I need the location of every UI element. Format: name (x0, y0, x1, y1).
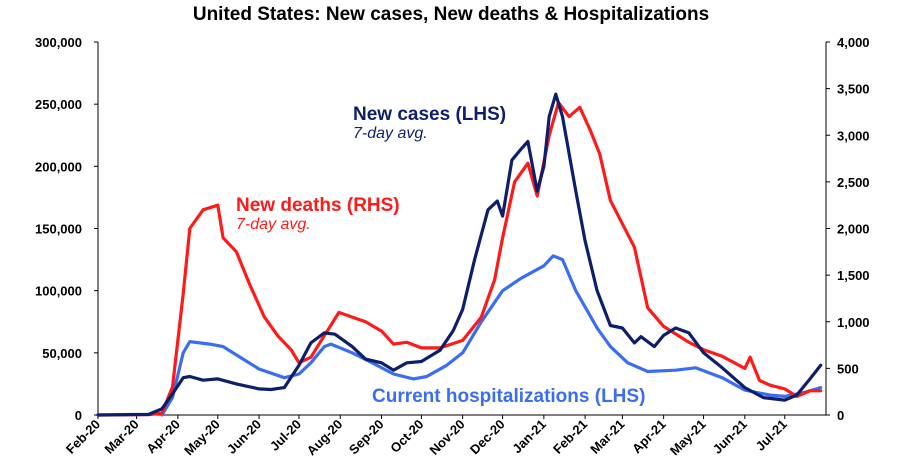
x-tick-label: May-20 (181, 417, 223, 459)
right-tick-label: 3,500 (837, 82, 870, 97)
annotation-deaths-sub: 7-day avg. (236, 216, 311, 233)
right-tick-label: 4,000 (837, 35, 870, 50)
annotations: New cases (LHS) 7-day avg. New deaths (R… (236, 104, 645, 407)
right-tick-label: 1,500 (837, 268, 870, 283)
right-tick-label: 2,500 (837, 175, 870, 190)
annotation-cases: New cases (LHS) (353, 104, 506, 125)
annotation-hospitalizations: Current hospitalizations (LHS) (372, 386, 645, 407)
x-tick-label: May-21 (667, 417, 709, 459)
x-tick-label: Jun-21 (710, 417, 750, 457)
left-tick-label: 0 (75, 408, 82, 423)
x-tick-label: Jul-21 (753, 417, 790, 454)
x-tick-label: Feb-20 (63, 417, 103, 457)
x-tick-label: Feb-21 (550, 417, 590, 457)
x-tick-label: Mar-21 (587, 417, 627, 457)
right-tick-label: 1,000 (837, 315, 870, 330)
x-tick-label: Aug-20 (304, 417, 346, 459)
x-tick-label: Mar-20 (101, 417, 141, 457)
right-tick-label: 3,000 (837, 128, 870, 143)
x-tick-label: Sep-20 (346, 417, 387, 458)
x-tick-label: Apr-21 (629, 417, 669, 457)
series-line-current-hospitalizations-lhs (160, 254, 823, 417)
x-tick-label: Jul-20 (267, 417, 304, 454)
series-layer (96, 92, 823, 417)
left-tick-label: 100,000 (35, 284, 82, 299)
x-tick-label: Jun-20 (224, 417, 264, 457)
left-tick-label: 150,000 (35, 222, 82, 237)
series-line-new-cases-lhs (96, 92, 823, 417)
right-tick-label: 2,000 (837, 222, 870, 237)
x-tick-label: Oct-20 (387, 417, 426, 456)
plot-frame (97, 42, 827, 416)
x-tick-label: Jan-21 (509, 417, 549, 457)
left-axis: 0 50,000 100,000 150,000 200,000 250,000 300,0… (35, 35, 98, 423)
right-tick-label: 500 (837, 361, 859, 376)
annotation-cases-sub: 7-day avg. (353, 125, 428, 142)
x-tick-label: Dec-20 (467, 417, 508, 458)
left-tick-label: 300,000 (35, 35, 82, 50)
right-axis: 0 500 1,000 1,500 2,000 2,500 3,000 3,500 4,000 (826, 35, 870, 423)
x-tick-label: Nov-20 (427, 417, 468, 458)
series-line-new-deaths-rhs (96, 100, 823, 417)
left-tick-label: 50,000 (42, 346, 82, 361)
chart-title: United States: New cases, New deaths & H… (192, 4, 710, 25)
annotation-deaths: New deaths (RHS) (236, 195, 400, 216)
x-tick-label: Apr-20 (143, 417, 183, 457)
left-tick-label: 250,000 (35, 97, 82, 112)
left-tick-label: 200,000 (35, 159, 82, 174)
right-tick-label: 0 (837, 408, 844, 423)
